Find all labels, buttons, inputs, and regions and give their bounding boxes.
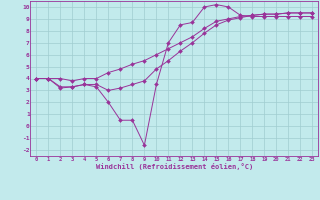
X-axis label: Windchill (Refroidissement éolien,°C): Windchill (Refroidissement éolien,°C)	[96, 163, 253, 170]
